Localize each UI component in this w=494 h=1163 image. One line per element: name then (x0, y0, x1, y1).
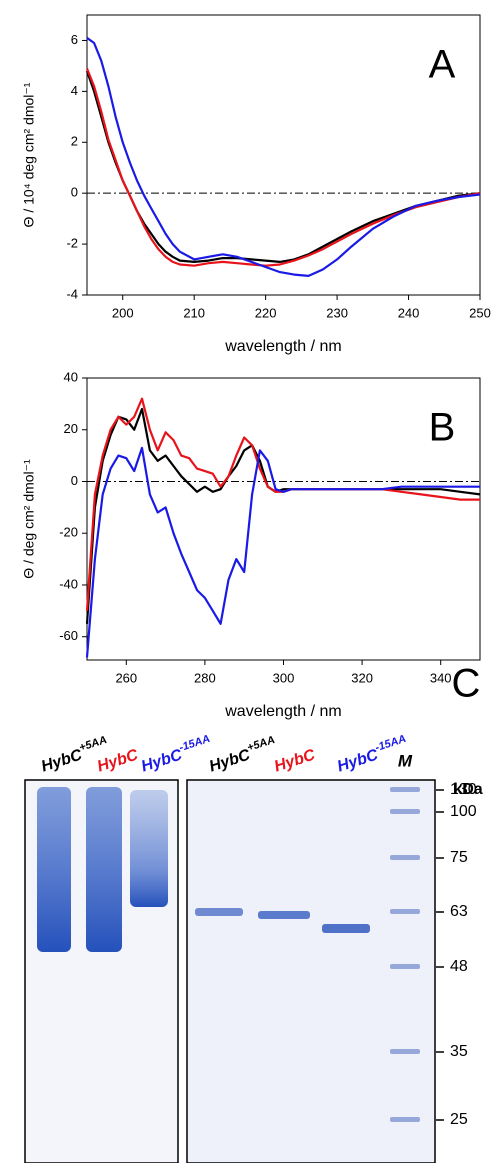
series-line (86, 37, 481, 277)
x-tick-label: 210 (183, 305, 205, 320)
marker-label: 48 (450, 958, 468, 975)
marker-label: 25 (450, 1111, 468, 1128)
lane-name: HybC (335, 747, 380, 776)
smear-lane (130, 790, 168, 907)
y-tick-label: 20 (64, 421, 78, 436)
lane-label: HybC (95, 747, 140, 776)
lane-label: HybC-15AA (138, 733, 215, 776)
y-tick-label: 6 (71, 32, 78, 47)
gel-images (24, 779, 436, 1163)
x-tick-label: 220 (255, 305, 277, 320)
x-tick-label: 260 (115, 670, 137, 685)
series-line (85, 68, 481, 267)
lane-label: HybC (272, 747, 317, 776)
band (195, 908, 243, 916)
band (258, 911, 310, 919)
marker-band (390, 787, 420, 792)
marker-label: 100 (450, 803, 477, 820)
lane-name: HybC (272, 747, 317, 776)
marker-band (390, 1049, 420, 1054)
lane-superscript: +5AA (246, 734, 277, 754)
y-tick-label: 4 (71, 83, 78, 98)
lane-superscript: -15AA (178, 733, 212, 754)
marker-band (390, 1117, 420, 1122)
y-tick-label: -60 (59, 628, 78, 643)
smear-lane (37, 787, 71, 952)
x-tick-label: 250 (469, 305, 491, 320)
y-tick-label: -20 (59, 525, 78, 540)
lane-name: HybC (207, 747, 252, 776)
smear-lane (86, 787, 122, 952)
x-tick-label: 230 (326, 305, 348, 320)
lane-name: HybC (139, 747, 184, 776)
band (322, 924, 370, 933)
y-axis-label: Θ / deg cm² dmol⁻¹ (21, 459, 37, 579)
marker-label: 35 (450, 1043, 468, 1060)
plot-frame (86, 377, 481, 661)
marker-label: 75 (450, 849, 468, 866)
plot-frame (86, 14, 481, 296)
marker-lane-label: M (398, 751, 413, 770)
x-tick-label: 240 (398, 305, 420, 320)
marker-band (390, 855, 420, 860)
y-axis-label: Θ / 10⁴ deg cm² dmol⁻¹ (21, 82, 37, 227)
marker-band (390, 909, 420, 914)
series-line (85, 407, 481, 624)
lane-name: HybC (39, 747, 84, 776)
x-axis-label: wavelength / nm (224, 338, 342, 355)
x-tick-label: 300 (273, 670, 295, 685)
panel-label: A (429, 43, 456, 87)
y-tick-label: -4 (66, 286, 78, 301)
marker-band (390, 809, 420, 814)
lane-label: HybC+5AA (206, 734, 279, 776)
y-tick-label: 40 (64, 369, 78, 384)
y-tick-label: 0 (71, 185, 78, 200)
x-axis-label: wavelength / nm (224, 703, 342, 720)
panel-label: B (429, 406, 456, 450)
marker-label: 130 (450, 781, 477, 798)
marker-label: 63 (450, 903, 468, 920)
y-tick-label: -40 (59, 576, 78, 591)
x-tick-label: 340 (430, 670, 452, 685)
gel-right (186, 779, 436, 1163)
marker-band (390, 964, 420, 969)
lane-superscript: +5AA (78, 734, 109, 754)
y-tick-label: 0 (71, 473, 78, 488)
y-tick-label: -2 (66, 236, 78, 251)
panel-label: C (452, 662, 481, 706)
x-tick-label: 320 (351, 670, 373, 685)
y-tick-label: 2 (71, 134, 78, 149)
x-tick-label: 200 (112, 305, 134, 320)
lane-name: HybC (95, 747, 140, 776)
series-line (85, 446, 480, 658)
x-tick-label: 280 (194, 670, 216, 685)
unit-label: kDa (453, 781, 482, 798)
series-line (85, 70, 481, 263)
